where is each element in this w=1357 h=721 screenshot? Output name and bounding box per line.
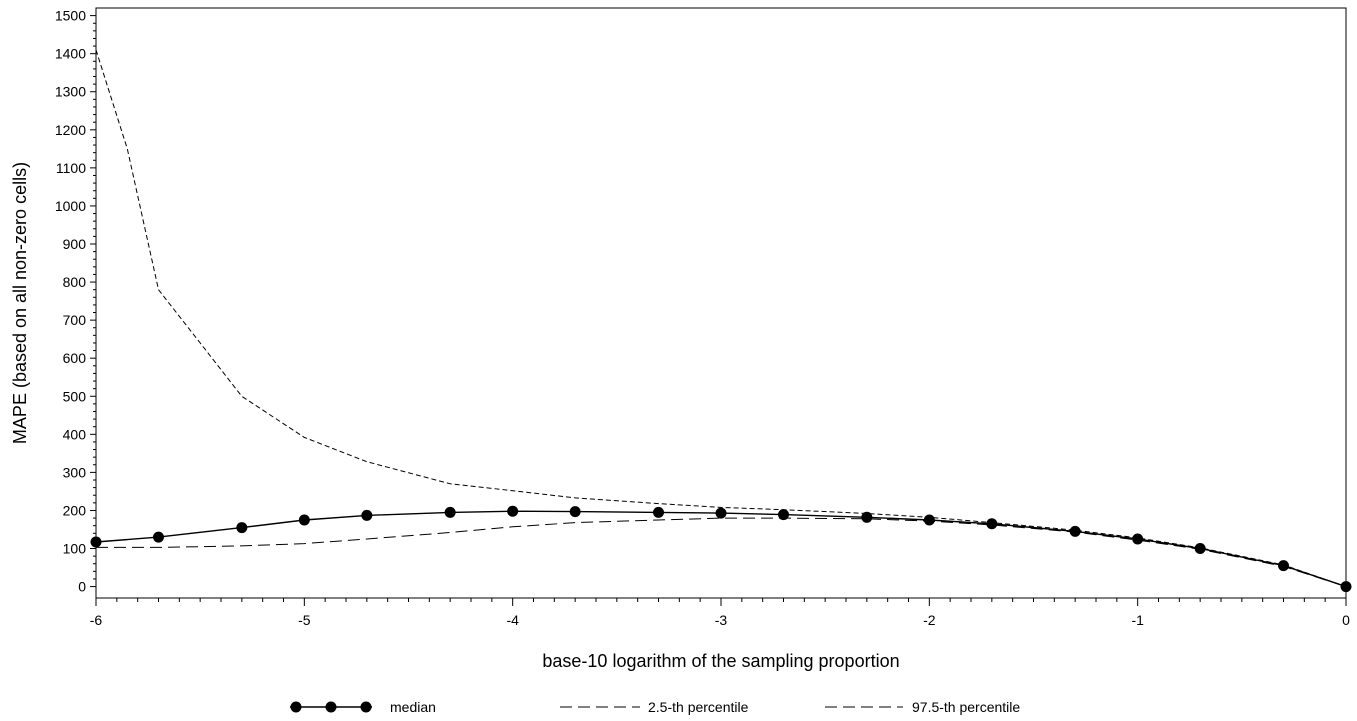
y-tick-label: 200 — [63, 502, 87, 518]
legend-marker — [325, 701, 337, 713]
series-line-2 — [96, 517, 1347, 588]
y-axis: 0 100 200 300 400 500 600 700 800 900 1000 1100 1200… — [55, 8, 96, 595]
median-point — [1132, 533, 1144, 545]
legend-marker — [360, 701, 372, 713]
x-tick-label: 0 — [1342, 612, 1350, 628]
x-axis: -6 -5 -4 -3 -2 -1 0 — [90, 598, 1350, 628]
x-tick-label: -1 — [1131, 612, 1144, 628]
series-line-1 — [95, 510, 1347, 588]
y-tick-label: 100 — [63, 541, 87, 557]
legend-label-2: 2.5-th percentile — [648, 699, 749, 715]
series-line-3 — [95, 49, 1347, 588]
y-tick-label: 1300 — [55, 84, 86, 100]
median-point — [90, 536, 102, 548]
y-tick-label: 300 — [63, 464, 87, 480]
y-tick-label: 400 — [63, 426, 87, 442]
median-point — [1278, 560, 1289, 572]
y-tick-label: 0 — [78, 579, 86, 595]
y-tick-label: 1200 — [55, 122, 86, 138]
median-point — [361, 509, 373, 521]
median-point — [715, 507, 727, 519]
series-layer — [90, 49, 1352, 593]
median-point — [778, 509, 789, 521]
legend-label-1: median — [390, 699, 436, 715]
x-tick-label: -3 — [715, 612, 728, 628]
median-point — [986, 518, 998, 530]
y-tick-label: 700 — [63, 312, 87, 328]
legend-marker — [290, 701, 302, 713]
median-point — [153, 531, 164, 543]
median-point — [653, 506, 664, 518]
legend-label-3: 97.5-th percentile — [912, 699, 1020, 715]
x-tick-label: -5 — [298, 612, 311, 628]
median-point — [507, 505, 519, 517]
median-point — [1069, 525, 1081, 537]
y-tick-label: 500 — [63, 388, 87, 404]
x-tick-label: -4 — [506, 612, 519, 628]
y-tick-label: 900 — [63, 236, 87, 252]
y-tick-label: 1500 — [55, 8, 86, 24]
y-axis-title: MAPE (based on all non-zero cells) — [10, 162, 30, 444]
y-tick-label: 800 — [63, 274, 87, 290]
median-point — [1340, 581, 1352, 593]
y-tick-label: 600 — [63, 350, 87, 366]
y-tick-label: 1100 — [56, 160, 86, 176]
y-tick-label: 1400 — [55, 46, 86, 62]
legend: median 2.5-th percentile 97.5-th percentil… — [290, 699, 1020, 715]
median-point — [861, 511, 873, 523]
median-point — [1194, 543, 1206, 555]
x-tick-label: -2 — [923, 612, 936, 628]
median-point — [923, 514, 935, 526]
median-point — [444, 506, 456, 518]
x-tick-label: -6 — [90, 612, 103, 628]
median-point — [236, 522, 248, 534]
median-point — [298, 514, 310, 526]
median-point — [569, 506, 581, 518]
y-tick-label: 1000 — [55, 198, 86, 214]
x-axis-title: base-10 logarithm of the sampling propor… — [542, 651, 899, 671]
